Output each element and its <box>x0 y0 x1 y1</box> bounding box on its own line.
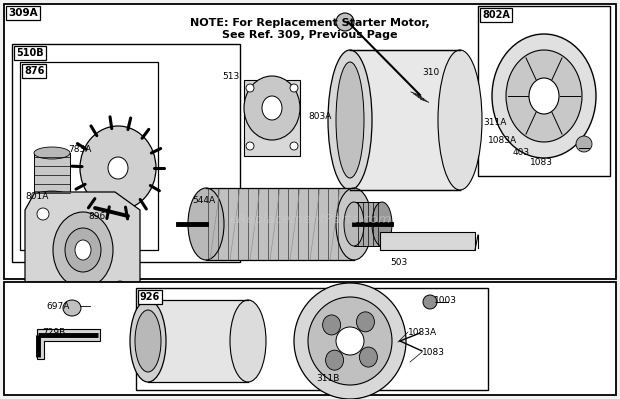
Text: 513: 513 <box>222 72 239 81</box>
Ellipse shape <box>336 327 364 355</box>
Text: 309A: 309A <box>8 8 38 18</box>
Ellipse shape <box>130 300 166 382</box>
Text: 803A: 803A <box>308 112 331 121</box>
Bar <box>4 4 616 279</box>
Ellipse shape <box>114 281 126 293</box>
Bar <box>12 44 240 262</box>
Bar <box>136 288 488 390</box>
Ellipse shape <box>336 13 354 31</box>
Ellipse shape <box>108 157 128 179</box>
Bar <box>350 50 460 190</box>
Ellipse shape <box>290 84 298 92</box>
Bar <box>148 300 248 382</box>
Text: 403: 403 <box>513 148 530 157</box>
Ellipse shape <box>75 240 91 260</box>
Text: 802A: 802A <box>482 10 510 20</box>
Ellipse shape <box>80 126 156 210</box>
Ellipse shape <box>135 310 161 372</box>
Bar <box>354 202 382 246</box>
Text: eReplacementParts.com: eReplacementParts.com <box>229 213 391 227</box>
Text: 311B: 311B <box>316 374 339 383</box>
Text: 1083: 1083 <box>530 158 553 167</box>
Ellipse shape <box>360 347 378 367</box>
Ellipse shape <box>492 34 596 158</box>
Text: 729B: 729B <box>42 328 65 337</box>
Ellipse shape <box>34 191 70 203</box>
Bar <box>244 80 300 156</box>
Ellipse shape <box>290 142 298 150</box>
Text: See Ref. 309, Previous Page: See Ref. 309, Previous Page <box>222 30 398 40</box>
Text: 801A: 801A <box>25 192 48 201</box>
Ellipse shape <box>246 84 254 92</box>
Text: 1083: 1083 <box>422 348 445 357</box>
Ellipse shape <box>344 202 364 246</box>
Text: 310: 310 <box>422 68 439 77</box>
Ellipse shape <box>230 300 266 382</box>
Ellipse shape <box>423 295 437 309</box>
Text: 697A: 697A <box>46 302 69 311</box>
Ellipse shape <box>294 283 406 399</box>
Ellipse shape <box>262 96 282 120</box>
Bar <box>4 282 616 395</box>
Bar <box>20 62 158 250</box>
Bar <box>34 153 70 197</box>
Text: NOTE: For Replacement Starter Motor,: NOTE: For Replacement Starter Motor, <box>190 18 430 28</box>
Text: 510B: 510B <box>16 48 43 58</box>
Ellipse shape <box>328 50 372 190</box>
Ellipse shape <box>506 50 582 142</box>
Polygon shape <box>25 89 140 207</box>
Ellipse shape <box>336 188 372 260</box>
Text: 783A: 783A <box>68 145 91 154</box>
Polygon shape <box>25 192 140 310</box>
Ellipse shape <box>576 136 592 152</box>
Text: 503: 503 <box>390 258 407 267</box>
Text: 1083A: 1083A <box>408 328 437 337</box>
Ellipse shape <box>53 212 113 288</box>
Ellipse shape <box>336 62 364 178</box>
Text: 1003: 1003 <box>434 296 457 305</box>
Ellipse shape <box>246 142 254 150</box>
Ellipse shape <box>244 76 300 140</box>
Ellipse shape <box>308 297 392 385</box>
Polygon shape <box>37 329 100 359</box>
Ellipse shape <box>438 50 482 190</box>
Ellipse shape <box>322 315 340 335</box>
Ellipse shape <box>37 208 49 220</box>
Ellipse shape <box>326 350 343 370</box>
Bar <box>478 6 610 176</box>
Text: 876: 876 <box>24 66 45 76</box>
Text: 544A: 544A <box>192 196 215 205</box>
Bar <box>380 232 475 250</box>
Ellipse shape <box>65 228 101 272</box>
Ellipse shape <box>63 300 81 316</box>
Ellipse shape <box>529 78 559 114</box>
Ellipse shape <box>356 312 374 332</box>
Text: 311A: 311A <box>483 118 507 127</box>
Ellipse shape <box>372 202 392 246</box>
Ellipse shape <box>188 188 224 260</box>
Text: 1083A: 1083A <box>488 136 517 145</box>
Bar <box>206 188 354 260</box>
Text: 926: 926 <box>140 292 160 302</box>
Ellipse shape <box>34 147 70 159</box>
Text: 896: 896 <box>88 212 105 221</box>
